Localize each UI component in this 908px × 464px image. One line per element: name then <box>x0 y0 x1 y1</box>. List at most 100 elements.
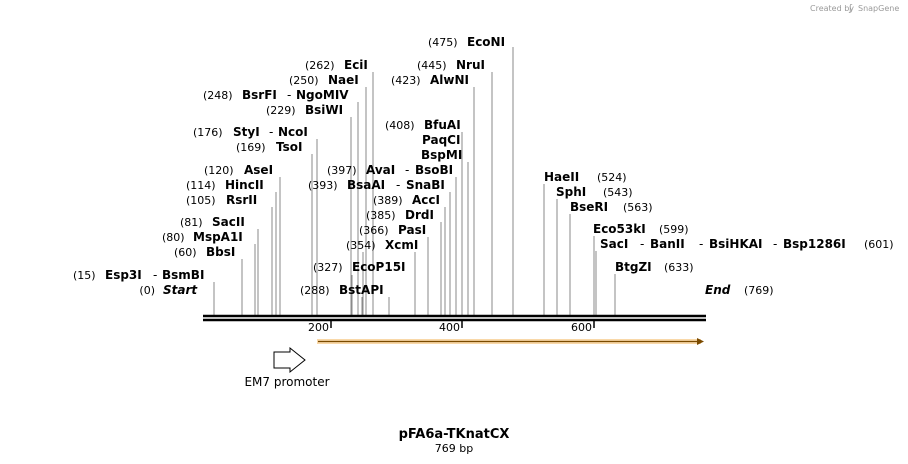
site-position: (15) <box>73 269 96 282</box>
site-name: NcoI <box>278 125 308 139</box>
svg-text:-: - <box>640 237 644 251</box>
site-bspmi: BspMI <box>421 148 462 162</box>
site-ecii: (262) EciI <box>305 58 368 72</box>
site-name: BsrFI <box>242 88 277 102</box>
site-xcmi: (354) XcmI <box>346 238 418 252</box>
end-position: (769) <box>744 284 774 297</box>
snapgene-credit: Created by ʃ SnapGene <box>810 4 899 14</box>
promoter-arrow-icon <box>273 346 306 374</box>
map-title: pFA6a-TKnatCX <box>399 427 510 442</box>
site-position: (408) <box>385 119 415 132</box>
site-name: PaqCI <box>422 133 460 147</box>
site-name: BspMI <box>421 148 462 162</box>
em7-promoter-feature: EM7 promoter <box>244 346 330 389</box>
site-hincii: (114) HincII <box>186 178 264 192</box>
site-name: EcoP15I <box>352 260 406 274</box>
feature-label: EM7 promoter <box>244 375 329 389</box>
site-pasi: (366) PasI <box>359 223 426 237</box>
site-saci: SacI - BanII - BsiHKAI - Bsp1286I (601) <box>600 237 894 251</box>
site-position: (81) <box>180 216 203 229</box>
site-esp3i: (15) Esp3I - BsmBI <box>73 268 204 282</box>
site-bseri: BseRI (563) <box>570 200 653 214</box>
site-position: (229) <box>266 104 296 117</box>
site-haeii: HaeII (524) <box>544 170 627 184</box>
site-name: SphI <box>556 185 586 199</box>
site-name: BfuAI <box>424 118 461 132</box>
site-name: XcmI <box>385 238 418 252</box>
end-label-group: End (769) <box>705 283 774 297</box>
start-label-group: (0) Start <box>139 283 198 297</box>
site-name: BsmBI <box>162 268 204 282</box>
site-position: (543) <box>603 186 633 199</box>
site-paqci: PaqCI <box>422 133 460 147</box>
site-name: SnaBI <box>406 178 445 192</box>
site-name: BsiWI <box>305 103 343 117</box>
svg-text:-: - <box>773 237 777 251</box>
site-name: BsiHKAI <box>709 237 763 251</box>
site-asei: (120) AseI <box>204 163 273 177</box>
site-position: (262) <box>305 59 335 72</box>
site-name: AseI <box>244 163 273 177</box>
site-position: (80) <box>162 231 185 244</box>
site-name: BsoBI <box>415 163 453 177</box>
start-label: Start <box>163 283 198 297</box>
site-name: RsrII <box>226 193 257 207</box>
site-ecop15i: (327) EcoP15I <box>313 260 406 274</box>
site-name: TsoI <box>276 140 302 154</box>
site-nrui: (445) NruI <box>417 58 485 72</box>
site-position: (423) <box>391 74 421 87</box>
site-position: (475) <box>428 36 458 49</box>
site-bbsi: (60) BbsI <box>174 245 235 259</box>
site-name: BtgZI <box>615 260 652 274</box>
site-eco53ki: Eco53kI (599) <box>593 222 689 236</box>
site-name: PasI <box>398 223 426 237</box>
site-position: (385) <box>366 209 396 222</box>
site-btgzi: BtgZI (633) <box>615 260 694 274</box>
site-position: (250) <box>289 74 319 87</box>
svg-text:-: - <box>153 268 157 282</box>
end-label: End <box>705 283 731 297</box>
site-styi: (176) StyI - NcoI <box>193 125 308 139</box>
site-position: (288) <box>300 284 330 297</box>
site-bfuai: (408) BfuAI <box>385 118 461 132</box>
site-connector-lines <box>213 47 616 315</box>
site-name: SacII <box>212 215 245 229</box>
site-position: (601) <box>864 238 894 251</box>
site-name: BanII <box>650 237 685 251</box>
tick-label: 200 <box>308 321 329 334</box>
site-name: AvaI <box>366 163 395 177</box>
site-name: SacI <box>600 237 628 251</box>
site-sacii: (81) SacII <box>180 215 245 229</box>
site-position: (389) <box>373 194 403 207</box>
site-name: MspA1I <box>193 230 243 244</box>
site-tsoi: (169) TsoI <box>236 140 302 154</box>
site-position: (599) <box>659 223 689 236</box>
map-length: 769 bp <box>435 442 473 455</box>
site-bsaai: (393) BsaAI - SnaBI <box>308 178 445 192</box>
site-name: BstAPI <box>339 283 384 297</box>
site-name: NaeI <box>328 73 359 87</box>
site-position: (366) <box>359 224 389 237</box>
site-position: (105) <box>186 194 216 207</box>
site-position: (60) <box>174 246 197 259</box>
snapgene-logo-icon: ʃ <box>848 4 853 14</box>
site-position: (176) <box>193 126 223 139</box>
site-name: NruI <box>456 58 485 72</box>
tick-label: 600 <box>571 321 592 334</box>
site-position: (393) <box>308 179 338 192</box>
svg-text:-: - <box>396 178 400 192</box>
site-position: (114) <box>186 179 216 192</box>
site-bstapi: (288) BstAPI <box>300 283 384 297</box>
site-name: EciI <box>344 58 368 72</box>
site-alwni: (423) AlwNI <box>391 73 469 87</box>
site-name: HaeII <box>544 170 579 184</box>
orf-arrow <box>317 338 704 345</box>
site-drdi: (385) DrdI <box>366 208 434 222</box>
site-position: (445) <box>417 59 447 72</box>
credit-brand: SnapGene <box>858 4 899 13</box>
site-name: NgoMIV <box>296 88 349 102</box>
site-name: AccI <box>412 193 440 207</box>
site-name: StyI <box>233 125 260 139</box>
svg-text:-: - <box>287 88 291 102</box>
